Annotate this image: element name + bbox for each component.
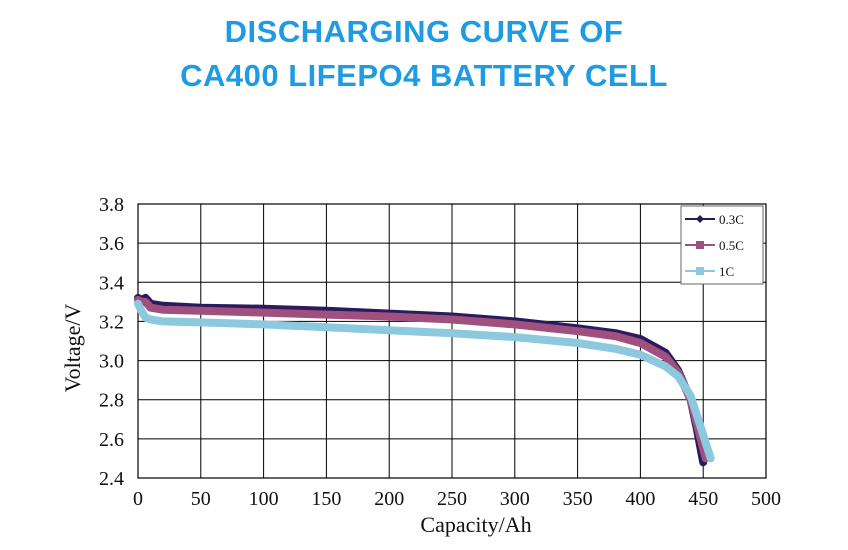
y-tick-label: 2.6 (99, 429, 124, 451)
y-tick-label: 3.4 (99, 272, 124, 294)
y-tick-label: 3.0 (99, 351, 124, 373)
chart-title-line-1: DISCHARGING CURVE OF (224, 14, 624, 49)
y-tick-label: 3.8 (99, 194, 124, 216)
x-tick-label: 400 (625, 488, 655, 510)
x-tick-label: 300 (500, 488, 530, 510)
x-tick-label: 250 (437, 488, 467, 510)
y-tick-label: 3.2 (99, 311, 124, 333)
plot-frame (137, 203, 767, 479)
legend-marker-square (696, 267, 704, 275)
chart-title-line-2: CA400 LIFEPO4 BATTERY CELL (180, 58, 668, 93)
legend-label: 1C (719, 264, 734, 279)
y-tick-label: 2.8 (99, 390, 124, 412)
x-tick-label: 200 (374, 488, 404, 510)
legend-marker-square (696, 241, 704, 249)
x-tick-label: 450 (688, 488, 718, 510)
x-tick-label: 350 (563, 488, 593, 510)
x-tick-label: 0 (133, 488, 143, 510)
y-tick-label: 2.4 (99, 468, 124, 490)
axis-ticks: 0 50 100 150 200 250 300 350 400 450 500 2.4 2.6 2.8 3… (99, 194, 781, 510)
x-tick-label: 100 (249, 488, 279, 510)
chart-legend: 0.3C 0.5C 1C (680, 205, 764, 285)
series-line-1c (134, 299, 715, 463)
x-tick-label: 50 (191, 488, 211, 510)
y-axis-label: Voltage/V (60, 303, 85, 392)
chart-grid (137, 203, 767, 479)
legend-label: 0.5C (719, 238, 744, 253)
x-tick-label: 500 (751, 488, 781, 510)
legend-label: 0.3C (719, 212, 744, 227)
x-axis-label: Capacity/Ah (420, 512, 531, 537)
series-lines (134, 293, 715, 467)
x-tick-label: 150 (311, 488, 341, 510)
legend-marker-diamond (696, 215, 704, 223)
y-tick-label: 3.6 (99, 233, 124, 255)
